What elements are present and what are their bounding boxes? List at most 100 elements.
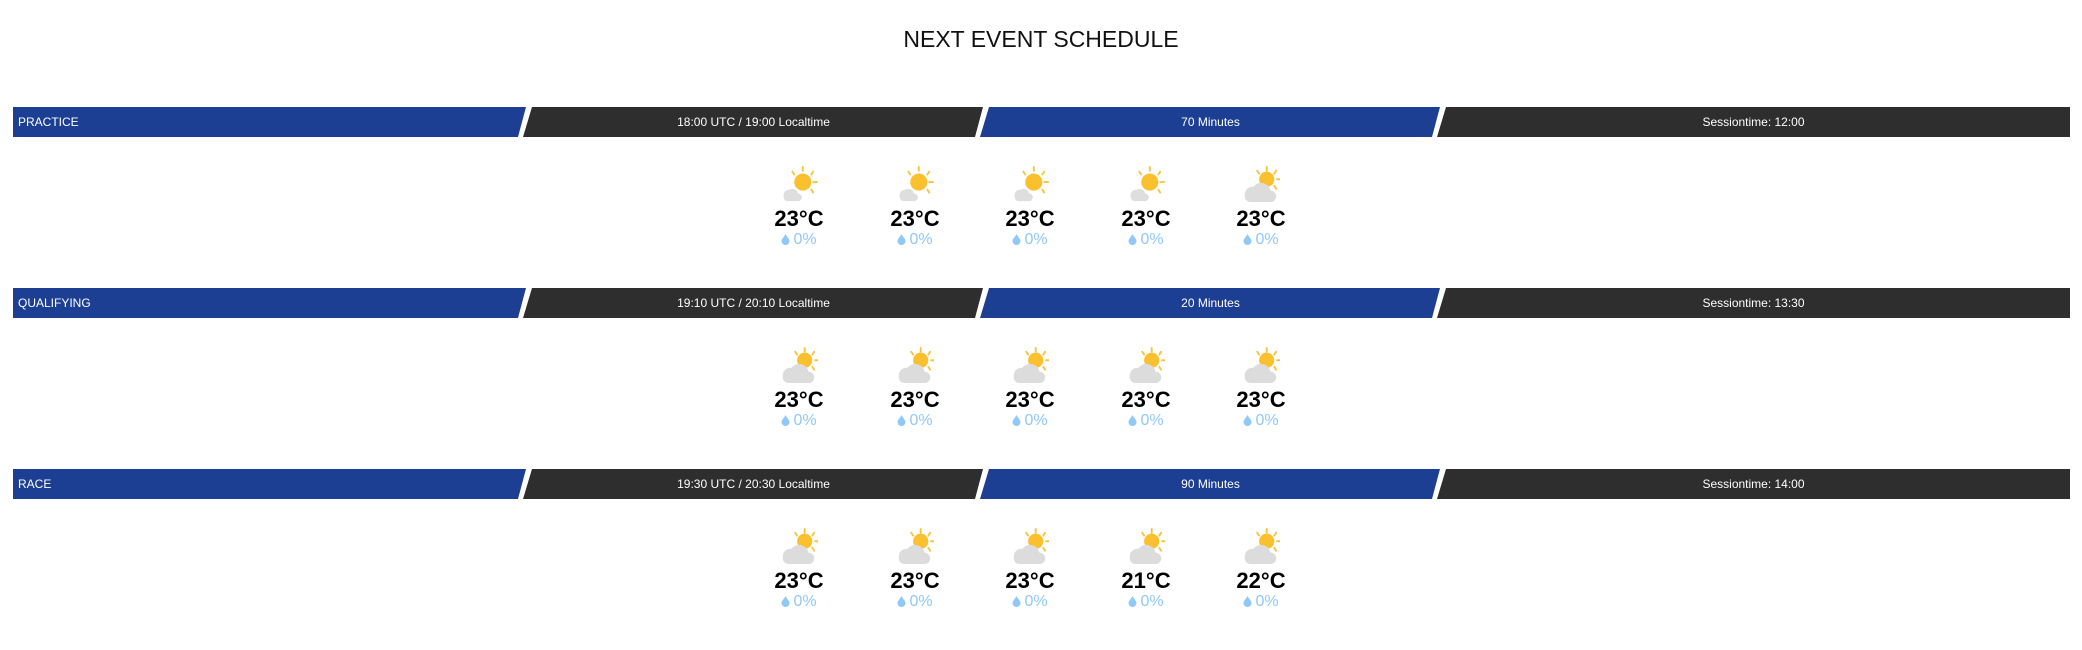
partly-cloudy-icon xyxy=(865,346,965,384)
rain-chance: 0% xyxy=(1096,231,1196,249)
sun-behind-small-cloud-icon xyxy=(1096,165,1196,203)
rain-value: 0% xyxy=(1024,231,1048,248)
forecast-item: 23°C 0% xyxy=(749,346,849,430)
session-sessiontime: Sessiontime: 12:00 xyxy=(1437,107,2070,137)
forecast-item: 23°C 0% xyxy=(865,346,965,430)
raindrop-icon xyxy=(1243,596,1252,607)
forecast-item: 23°C 0% xyxy=(1211,165,1311,249)
forecast-item: 23°C 0% xyxy=(980,346,1080,430)
partly-cloudy-icon xyxy=(749,527,849,565)
session-header-bar: PRACTICE 18:00 UTC / 19:00 Localtime 70 Mi… xyxy=(13,107,2070,137)
temperature: 23°C xyxy=(1121,387,1171,412)
forecast-item: 22°C 0% xyxy=(1211,527,1311,611)
forecast-item: 21°C 0% xyxy=(1096,527,1196,611)
session-duration: 70 Minutes xyxy=(980,107,1441,137)
rain-value: 0% xyxy=(909,593,933,610)
session-name: QUALIFYING xyxy=(13,288,527,318)
rain-value: 0% xyxy=(1140,593,1164,610)
rain-chance: 0% xyxy=(980,593,1080,611)
session-header-bar: RACE 19:30 UTC / 20:30 Localtime 90 Minute… xyxy=(13,469,2070,499)
rain-value: 0% xyxy=(1255,593,1279,610)
partly-cloudy-icon xyxy=(1211,346,1311,384)
temperature: 23°C xyxy=(890,206,940,231)
partly-cloudy-icon xyxy=(749,346,849,384)
temperature: 23°C xyxy=(890,568,940,593)
partly-cloudy-icon xyxy=(1096,346,1196,384)
rain-chance: 0% xyxy=(865,412,965,430)
temperature: 21°C xyxy=(1121,568,1171,593)
raindrop-icon xyxy=(1243,234,1252,245)
temperature: 23°C xyxy=(1005,206,1055,231)
raindrop-icon xyxy=(1128,596,1137,607)
session-race: RACE 19:30 UTC / 20:30 Localtime 90 Minute… xyxy=(0,469,2082,650)
session-practice: PRACTICE 18:00 UTC / 19:00 Localtime 70 Mi… xyxy=(0,107,2082,288)
raindrop-icon xyxy=(781,596,790,607)
raindrop-icon xyxy=(1012,415,1021,426)
rain-value: 0% xyxy=(1255,412,1279,429)
rain-value: 0% xyxy=(909,231,933,248)
session-name: RACE xyxy=(13,469,527,499)
rain-chance: 0% xyxy=(1096,593,1196,611)
page-title: NEXT EVENT SCHEDULE xyxy=(903,26,1179,52)
raindrop-icon xyxy=(1243,415,1252,426)
rain-chance: 0% xyxy=(749,412,849,430)
partly-cloudy-icon xyxy=(1211,165,1311,203)
partly-cloudy-icon xyxy=(980,527,1080,565)
raindrop-icon xyxy=(897,596,906,607)
session-time: 19:30 UTC / 20:30 Localtime xyxy=(523,469,984,499)
raindrop-icon xyxy=(897,415,906,426)
forecast-item: 23°C 0% xyxy=(1211,346,1311,430)
raindrop-icon xyxy=(1128,234,1137,245)
forecast-item: 23°C 0% xyxy=(865,165,965,249)
rain-chance: 0% xyxy=(1096,412,1196,430)
temperature: 23°C xyxy=(774,206,824,231)
rain-value: 0% xyxy=(1255,231,1279,248)
rain-chance: 0% xyxy=(1211,412,1311,430)
sun-behind-small-cloud-icon xyxy=(749,165,849,203)
rain-chance: 0% xyxy=(749,593,849,611)
rain-value: 0% xyxy=(1140,231,1164,248)
temperature: 23°C xyxy=(1005,387,1055,412)
temperature: 23°C xyxy=(774,387,824,412)
partly-cloudy-icon xyxy=(865,527,965,565)
raindrop-icon xyxy=(1012,234,1021,245)
session-time: 19:10 UTC / 20:10 Localtime xyxy=(523,288,984,318)
session-sessiontime: Sessiontime: 14:00 xyxy=(1437,469,2070,499)
temperature: 23°C xyxy=(890,387,940,412)
rain-chance: 0% xyxy=(980,231,1080,249)
sun-behind-small-cloud-icon xyxy=(980,165,1080,203)
rain-chance: 0% xyxy=(749,231,849,249)
session-time: 18:00 UTC / 19:00 Localtime xyxy=(523,107,984,137)
raindrop-icon xyxy=(781,415,790,426)
rain-chance: 0% xyxy=(865,593,965,611)
rain-value: 0% xyxy=(909,412,933,429)
rain-chance: 0% xyxy=(1211,593,1311,611)
forecast-item: 23°C 0% xyxy=(1096,346,1196,430)
raindrop-icon xyxy=(1012,596,1021,607)
temperature: 22°C xyxy=(1236,568,1286,593)
forecast-item: 23°C 0% xyxy=(749,165,849,249)
temperature: 23°C xyxy=(1121,206,1171,231)
partly-cloudy-icon xyxy=(980,346,1080,384)
partly-cloudy-icon xyxy=(1211,527,1311,565)
raindrop-icon xyxy=(897,234,906,245)
rain-value: 0% xyxy=(1024,412,1048,429)
raindrop-icon xyxy=(1128,415,1137,426)
temperature: 23°C xyxy=(774,568,824,593)
session-duration: 20 Minutes xyxy=(980,288,1441,318)
forecast-item: 23°C 0% xyxy=(1096,165,1196,249)
forecast-item: 23°C 0% xyxy=(980,165,1080,249)
rain-chance: 0% xyxy=(865,231,965,249)
session-qualifying: QUALIFYING 19:10 UTC / 20:10 Localtime 20 … xyxy=(0,288,2082,469)
partly-cloudy-icon xyxy=(1096,527,1196,565)
session-sessiontime: Sessiontime: 13:30 xyxy=(1437,288,2070,318)
forecast-item: 23°C 0% xyxy=(749,527,849,611)
rain-value: 0% xyxy=(793,231,817,248)
session-duration: 90 Minutes xyxy=(980,469,1441,499)
rain-value: 0% xyxy=(1140,412,1164,429)
temperature: 23°C xyxy=(1236,206,1286,231)
sun-behind-small-cloud-icon xyxy=(865,165,965,203)
temperature: 23°C xyxy=(1005,568,1055,593)
rain-value: 0% xyxy=(793,593,817,610)
forecast-item: 23°C 0% xyxy=(865,527,965,611)
